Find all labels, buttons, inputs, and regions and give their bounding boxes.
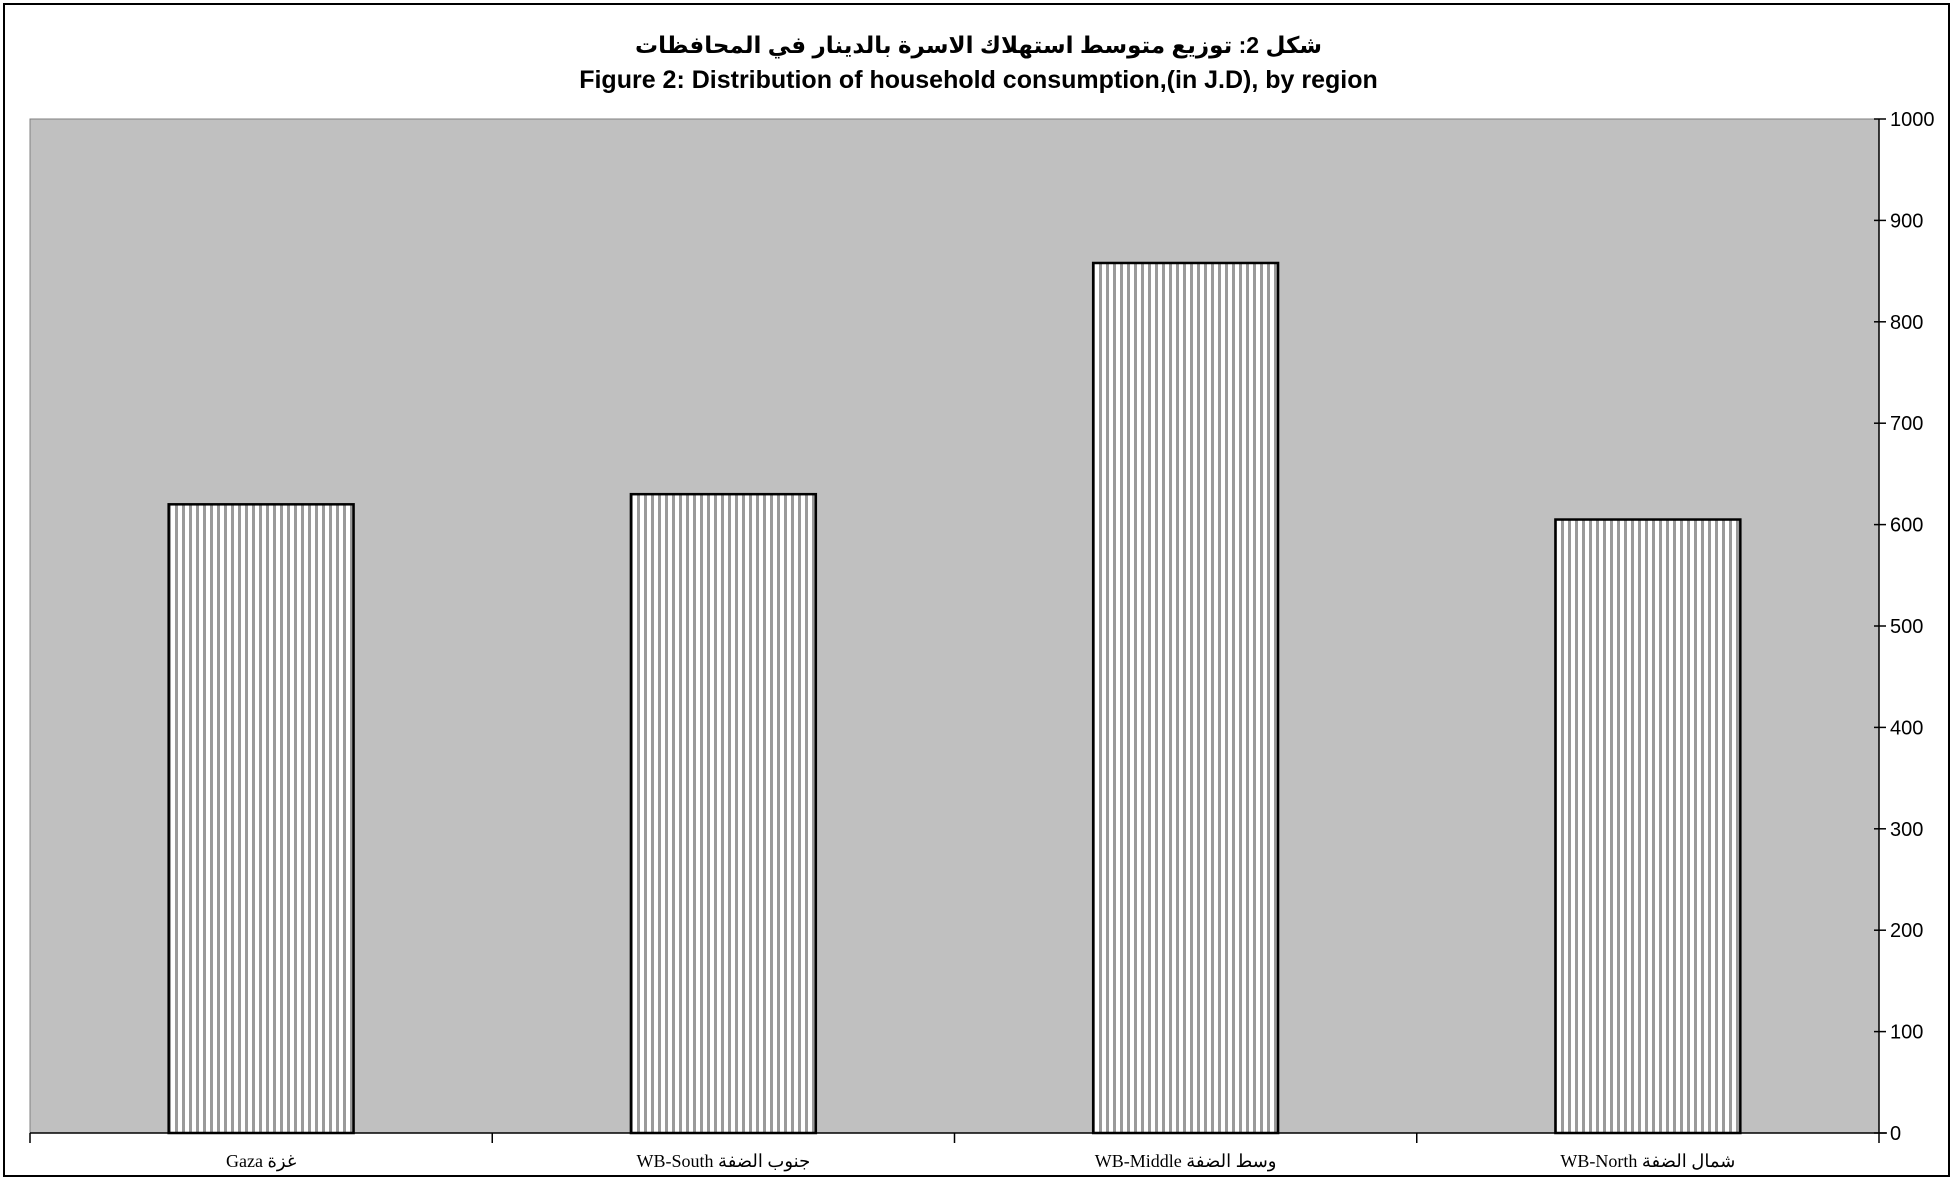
category-label-2: WB-Middle وسط الضفة xyxy=(1095,1151,1277,1172)
bar-0 xyxy=(167,503,355,1135)
bar-1 xyxy=(629,492,818,1135)
bars-group xyxy=(167,261,1742,1135)
y-tick-label-9: 900 xyxy=(1890,210,1923,232)
y-tick-label-3: 300 xyxy=(1890,819,1923,841)
bar-2 xyxy=(1091,261,1280,1135)
y-tick-label-1: 100 xyxy=(1890,1022,1923,1044)
category-label-3: WB-North شمال الضفة xyxy=(1560,1151,1735,1171)
y-tick-label-5: 500 xyxy=(1890,616,1923,638)
category-label-0: Gaza غزة xyxy=(226,1151,296,1172)
y-tick-label-8: 800 xyxy=(1890,312,1923,334)
y-tick-label-10: 1000 xyxy=(1890,109,1935,131)
y-tick-label-7: 700 xyxy=(1890,413,1923,435)
category-label-1: WB-South جنوب الضفة xyxy=(637,1151,811,1172)
chart-title: Figure 2: Distribution of household cons… xyxy=(579,66,1378,94)
y-tick-label-0: 0 xyxy=(1890,1123,1901,1145)
labels-group: Gaza غزة WB-South جنوب الضفة WB-Middle وسط… xyxy=(226,109,1935,1172)
bar-3 xyxy=(1554,518,1742,1135)
y-tick-label-4: 400 xyxy=(1890,717,1923,739)
chart-title-arabic: شكل 2: توزيع متوسط استهلاك الاسرة بالدين… xyxy=(635,32,1322,58)
y-tick-label-2: 200 xyxy=(1890,920,1923,942)
y-tick-label-6: 600 xyxy=(1890,515,1923,537)
chart-title-block: شكل 2: توزيع متوسط استهلاك الاسرة بالدين… xyxy=(0,28,1957,98)
axes-group xyxy=(29,118,1887,1143)
